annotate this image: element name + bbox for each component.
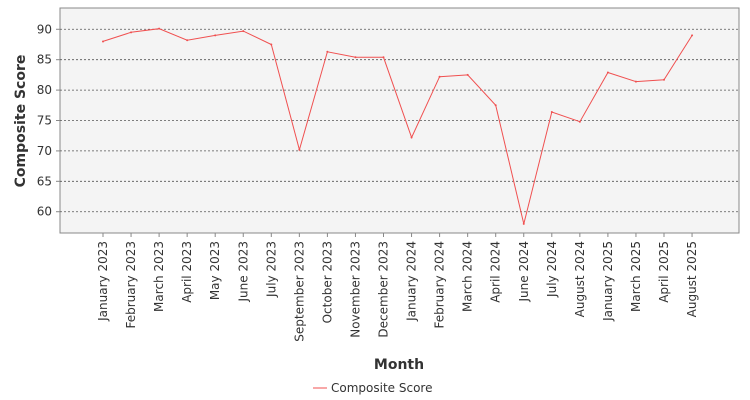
series-layer [102, 27, 694, 225]
data-point [466, 73, 469, 76]
data-point [382, 56, 385, 59]
x-tick-label: March 2025 [629, 241, 643, 312]
y-tick-label: 80 [37, 83, 52, 97]
y-tick-label: 90 [37, 22, 52, 36]
data-point [494, 104, 497, 107]
data-point [634, 80, 637, 83]
x-tick-label: December 2023 [377, 241, 391, 338]
data-point [242, 30, 245, 33]
y-tick-label: 65 [37, 174, 52, 188]
x-tick-label: June 2023 [236, 241, 250, 303]
data-point [438, 75, 441, 78]
data-point [102, 40, 104, 43]
data-point [606, 71, 609, 74]
x-axis: January 2023 February 2023 March 2023 April… [96, 233, 699, 342]
x-tick-label: August 2025 [685, 241, 699, 317]
y-tick-label: 60 [37, 205, 52, 219]
y-axis: 60 65 70 75 80 85 90 [37, 22, 60, 219]
x-tick-label: October 2023 [320, 241, 334, 323]
x-tick-label: April 2025 [657, 241, 671, 303]
data-point [326, 50, 329, 53]
x-tick-label: November 2023 [348, 241, 362, 338]
legend-label: Composite Score [331, 381, 432, 395]
data-point [158, 27, 161, 30]
data-point [663, 78, 665, 81]
data-point [550, 110, 553, 113]
x-tick-label: February 2024 [433, 241, 447, 329]
data-point [578, 120, 581, 123]
legend: Composite Score [313, 381, 432, 395]
x-tick-label: March 2024 [461, 241, 475, 312]
x-tick-label: February 2023 [124, 241, 138, 329]
x-tick-label: January 2025 [601, 241, 615, 322]
data-point [354, 56, 357, 59]
y-tick-label: 75 [37, 114, 52, 128]
x-tick-label: June 2024 [517, 241, 531, 303]
x-tick-label: July 2024 [545, 241, 559, 298]
data-point [298, 148, 301, 151]
x-tick-label: July 2023 [264, 241, 278, 298]
x-tick-label: January 2023 [96, 241, 110, 322]
series-line [102, 28, 693, 225]
data-point [186, 39, 189, 42]
y-tick-label: 85 [37, 53, 52, 67]
y-axis-title: Composite Score [13, 55, 29, 188]
x-tick-label: January 2024 [405, 241, 419, 322]
x-tick-label: September 2023 [292, 241, 306, 342]
data-point [214, 34, 217, 37]
x-axis-title: Month [374, 357, 424, 373]
data-point [522, 222, 525, 225]
x-tick-label: April 2024 [489, 241, 503, 303]
data-point [410, 136, 413, 139]
x-tick-label: August 2024 [573, 241, 587, 317]
data-point [130, 31, 133, 34]
x-tick-label: April 2023 [180, 241, 194, 303]
grid-lines [60, 28, 739, 213]
y-tick-label: 70 [37, 144, 52, 158]
data-point [270, 43, 273, 46]
x-tick-label: March 2023 [152, 241, 166, 312]
data-point [691, 34, 694, 37]
x-tick-label: May 2023 [208, 241, 222, 300]
